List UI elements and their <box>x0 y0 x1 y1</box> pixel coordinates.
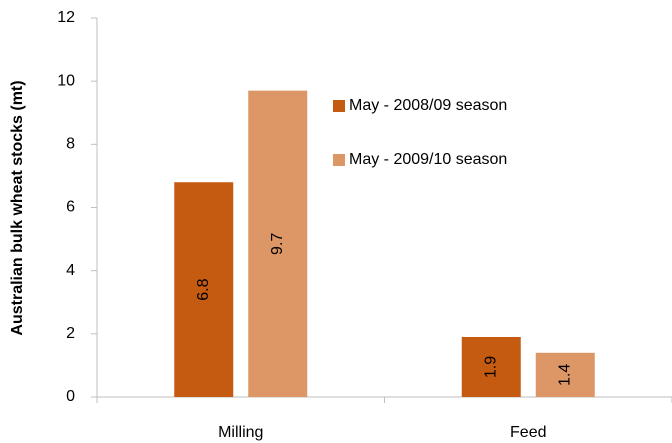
y-tick-label: 0 <box>66 388 75 405</box>
bar <box>461 336 521 397</box>
legend-swatch <box>333 100 345 112</box>
y-tick-label: 8 <box>66 136 75 153</box>
bar-value-label: 9.7 <box>269 233 286 255</box>
bar-value-label: 1.4 <box>556 364 573 386</box>
x-tick-label: Feed <box>510 424 546 441</box>
bar <box>248 90 308 398</box>
legend-label: May - 2009/10 season <box>349 151 507 168</box>
y-tick-label: 12 <box>57 9 75 26</box>
x-tick-label: Milling <box>218 424 263 441</box>
bar <box>535 352 595 397</box>
y-axis-label: Australian bulk wheat stocks (mt) <box>9 80 26 335</box>
bar <box>174 182 234 397</box>
bar-value-label: 6.8 <box>195 278 212 300</box>
y-tick-label: 10 <box>57 72 75 89</box>
y-tick-label: 2 <box>66 325 75 342</box>
bar-value-label: 1.9 <box>482 356 499 378</box>
y-tick-label: 6 <box>66 199 75 216</box>
y-tick-label: 4 <box>66 262 75 279</box>
legend-swatch <box>333 154 345 166</box>
legend-label: May - 2008/09 season <box>349 97 507 114</box>
